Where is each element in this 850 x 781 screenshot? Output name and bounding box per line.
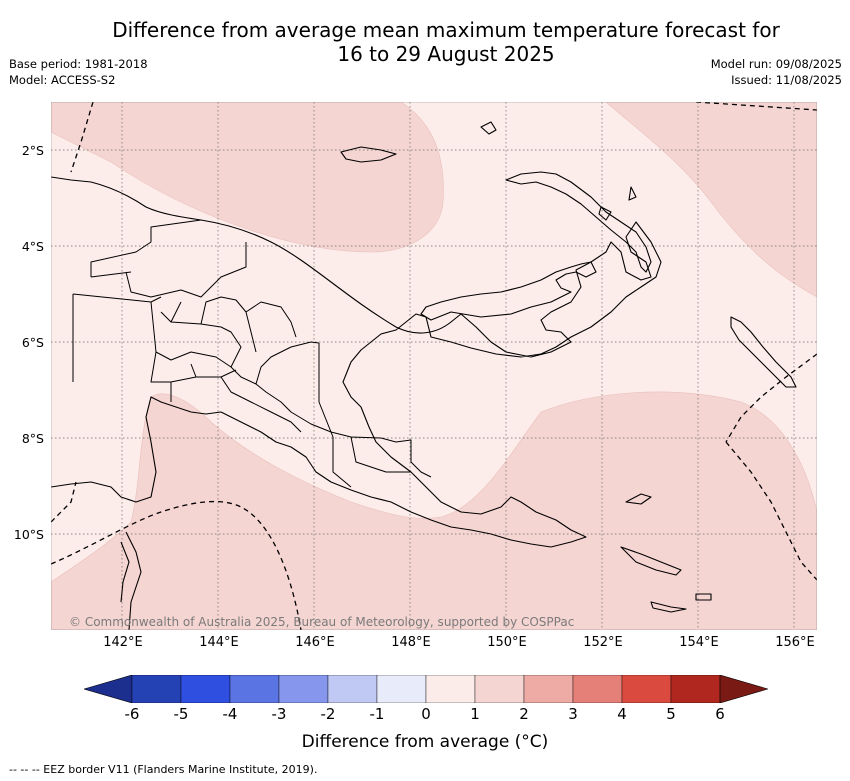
map-area: © Commonwealth of Australia 2025, Bureau… xyxy=(51,102,817,630)
bougainville-coast xyxy=(730,316,797,388)
manus-coast xyxy=(340,146,397,163)
lon-label-142e: 142°E xyxy=(103,635,143,650)
colorbar-segment xyxy=(229,674,280,704)
base-period: Base period: 1981-2018 xyxy=(9,57,148,71)
lat-label-8s: 8°S xyxy=(21,431,44,446)
colorbar-tick-label: -3 xyxy=(271,705,287,723)
colorbar-tick-label: -2 xyxy=(320,705,336,723)
lat-label-2s: 2°S xyxy=(21,143,44,158)
eez-footnote: -- -- -- EEZ border V11 (Flanders Marine… xyxy=(9,763,318,776)
meta-right: Model run: 09/08/2025 Issued: 11/08/2025 xyxy=(711,56,842,88)
new-guinea-coast xyxy=(51,176,662,548)
islands-southeast xyxy=(480,121,712,613)
colorbar-segment xyxy=(327,674,378,704)
new-ireland-coast xyxy=(505,171,652,273)
graticule xyxy=(51,102,817,630)
lon-label-148e: 148°E xyxy=(391,635,431,650)
colorbar-tick-label: 2 xyxy=(519,705,529,723)
lat-label-10s: 10°S xyxy=(13,527,44,542)
colorbar-tick-label: 1 xyxy=(470,705,480,723)
colorbar-label: Difference from average (°C) xyxy=(301,732,549,752)
colorbar-segment xyxy=(278,674,329,704)
issued-date: Issued: 11/08/2025 xyxy=(731,73,842,87)
new-britain-coast xyxy=(420,261,597,321)
title-line-2: 16 to 29 August 2025 xyxy=(337,42,555,66)
colorbar-tick-label: -1 xyxy=(369,705,385,723)
lat-label-6s: 6°S xyxy=(21,335,44,350)
colorbar-segment xyxy=(474,674,525,704)
lon-label-152e: 152°E xyxy=(583,635,623,650)
copyright-text: © Commonwealth of Australia 2025, Bureau… xyxy=(69,615,574,629)
colorbar-segment xyxy=(180,674,231,704)
colorbar-segment xyxy=(425,674,476,704)
lat-label-4s: 4°S xyxy=(21,239,44,254)
colorbar-segment xyxy=(670,674,721,704)
map-title: Difference from average mean maximum tem… xyxy=(90,18,802,66)
lon-label-156e: 156°E xyxy=(775,635,815,650)
title-line-1: Difference from average mean maximum tem… xyxy=(112,18,780,42)
lon-label-154e: 154°E xyxy=(679,635,719,650)
colorbar-extend-low xyxy=(82,674,133,704)
province-borders xyxy=(72,219,432,488)
colorbar-segment xyxy=(523,674,574,704)
colorbar-segment xyxy=(621,674,672,704)
colorbar-extend-high xyxy=(719,674,770,704)
colorbar-segment xyxy=(572,674,623,704)
meta-left: Base period: 1981-2018 Model: ACCESS-S2 xyxy=(9,56,148,88)
cape-york-coast xyxy=(120,531,142,630)
coastlines xyxy=(51,121,797,630)
colorbar-segment xyxy=(131,674,182,704)
lon-label-144e: 144°E xyxy=(199,635,239,650)
anomaly-region-south xyxy=(51,391,817,630)
colorbar xyxy=(82,674,770,707)
colorbar-tick-label: -5 xyxy=(173,705,189,723)
colorbar-tick-label: 5 xyxy=(666,705,676,723)
eez-borders xyxy=(51,102,817,630)
lon-label-146e: 146°E xyxy=(295,635,335,650)
colorbar-segment xyxy=(376,674,427,704)
colorbar-tick-label: 0 xyxy=(421,705,431,723)
model-name: Model: ACCESS-S2 xyxy=(9,73,116,87)
colorbar-tick-label: -4 xyxy=(222,705,238,723)
colorbar-tick-label: 6 xyxy=(715,705,725,723)
colorbar-tick-label: -6 xyxy=(124,705,140,723)
colorbar-tick-label: 3 xyxy=(568,705,578,723)
colorbar-tick-label: 4 xyxy=(617,705,627,723)
lon-label-150e: 150°E xyxy=(487,635,527,650)
model-run: Model run: 09/08/2025 xyxy=(710,57,842,71)
anomaly-region-north xyxy=(51,102,444,253)
